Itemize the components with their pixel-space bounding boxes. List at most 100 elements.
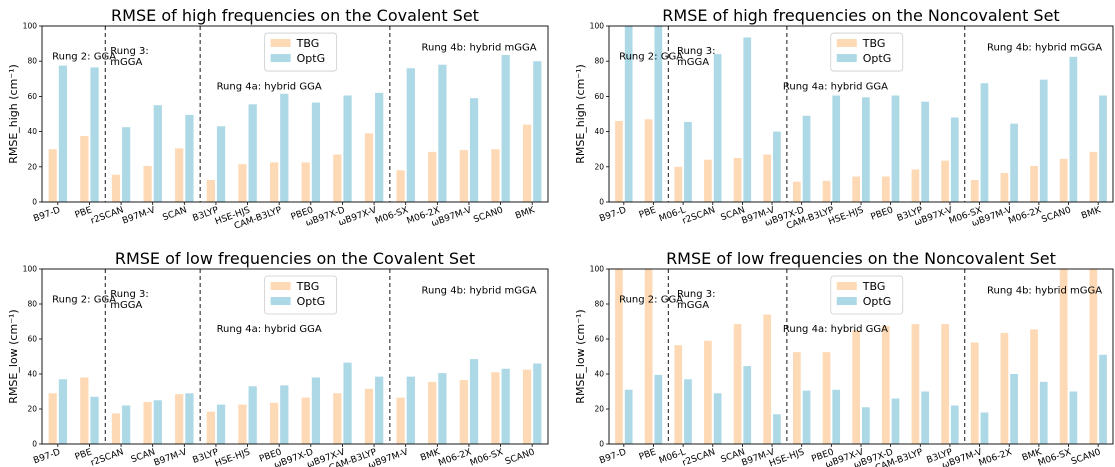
legend-swatch-tbg: [270, 39, 291, 48]
bar-optg-14: [1039, 79, 1048, 202]
bar-tbg-13: [1000, 332, 1009, 444]
bar-tbg-2: [111, 174, 121, 202]
x-tick-label: M06-2X: [1007, 205, 1043, 226]
bar-optg-15: [1069, 56, 1078, 202]
y-tick-label: 20: [27, 405, 37, 414]
rung-label: Rung 2: GGA: [52, 51, 116, 62]
y-tick-label: 100: [590, 265, 605, 274]
bar-tbg-8: [301, 162, 310, 202]
legend-swatch-optg: [836, 297, 857, 305]
bar-tbg-14: [491, 372, 500, 444]
bar-tbg-16: [1089, 269, 1098, 444]
bar-tbg-12: [428, 151, 437, 202]
x-tick-label: r2SCAN: [681, 205, 717, 226]
x-tick-label: SCAN: [130, 447, 157, 465]
rung-label: Rung 2: GGA: [619, 51, 683, 62]
bar-optg-2: [122, 405, 131, 444]
bar-tbg-11: [941, 160, 949, 202]
legend-swatch-tbg: [270, 282, 291, 290]
bar-optg-11: [950, 117, 959, 202]
plot-frame: [608, 25, 1114, 203]
bar-optg-16: [1099, 354, 1107, 444]
bar-tbg-11: [941, 324, 949, 444]
bar-tbg-4: [733, 158, 742, 202]
bar-tbg-4: [733, 324, 742, 444]
bar-optg-2: [122, 127, 131, 202]
bar-optg-5: [216, 404, 226, 444]
bar-optg-6: [248, 104, 257, 202]
chart-title: RMSE of high frequencies on the Covalent…: [111, 6, 479, 25]
bar-optg-13: [1010, 374, 1018, 444]
y-tick-label: 0: [32, 198, 37, 207]
x-tick-label: SCAN0: [472, 205, 504, 225]
bar-optg-1: [90, 396, 99, 444]
rung-label: Rung 4a: hybrid GGA: [217, 81, 322, 92]
bar-tbg-7: [822, 180, 831, 202]
bar-optg-7: [280, 93, 289, 202]
bar-optg-3: [713, 54, 722, 202]
rung-label: Rung 2: GGA: [619, 294, 683, 305]
legend-label: TBG: [296, 280, 320, 293]
bar-tbg-10: [911, 324, 920, 444]
legend-swatch-tbg: [836, 282, 857, 290]
chart-title: RMSE of high frequencies on the Noncoval…: [662, 6, 1059, 25]
x-tick-label: PBE: [638, 447, 658, 462]
y-axis-label: RMSE_high (cm⁻¹): [574, 64, 587, 164]
bar-tbg-6: [238, 164, 247, 202]
bar-tbg-13: [1000, 172, 1009, 202]
x-tick-label: B97-D: [32, 447, 62, 466]
bar-tbg-15: [522, 124, 532, 202]
bar-optg-14: [1039, 381, 1048, 444]
bar-tbg-9: [881, 176, 890, 202]
x-tick-label: r2SCAN: [681, 447, 717, 467]
bar-tbg-9: [333, 154, 342, 202]
bar-tbg-4: [175, 148, 184, 202]
bar-optg-11: [406, 376, 415, 444]
bar-tbg-15: [1059, 158, 1068, 202]
rung-label: Rung 4a: hybrid GGA: [783, 81, 888, 92]
y-tick-label: 60: [594, 92, 604, 101]
bar-optg-8: [862, 97, 870, 202]
legend-label: TBG: [862, 280, 886, 293]
bar-optg-15: [533, 61, 542, 203]
bar-optg-16: [1099, 95, 1107, 202]
bar-optg-7: [280, 385, 289, 444]
legend-label: TBG: [296, 37, 320, 50]
bar-optg-9: [891, 398, 900, 444]
bar-optg-8: [311, 102, 321, 202]
x-tick-label: PBE0: [870, 205, 895, 222]
bar-tbg-0: [48, 149, 57, 202]
rung-label: Rung 3:: [110, 289, 148, 300]
rung-label: Rung 2: GGA: [52, 294, 116, 305]
bar-tbg-15: [1059, 269, 1068, 444]
x-tick-label: SCAN0: [1070, 447, 1102, 467]
bar-tbg-9: [881, 325, 890, 444]
y-tick-label: 20: [594, 162, 604, 171]
y-tick-label: 0: [32, 440, 37, 449]
y-tick-label: 60: [27, 335, 37, 344]
bar-optg-13: [469, 359, 479, 444]
bar-tbg-6: [238, 404, 247, 444]
bar-optg-6: [802, 115, 811, 202]
bar-tbg-4: [175, 394, 184, 444]
chart-panel-1: RMSE of high frequencies on the Covalent…: [7, 6, 549, 232]
bar-tbg-8: [852, 176, 860, 202]
bar-tbg-3: [704, 340, 712, 444]
bar-tbg-11: [396, 170, 405, 202]
bar-tbg-14: [491, 149, 500, 202]
chart-panel-3: RMSE of low frequencies on the Covalent …: [7, 249, 549, 467]
y-tick-label: 20: [594, 405, 604, 414]
legend-swatch-optg: [836, 54, 857, 63]
bar-tbg-14: [1030, 165, 1038, 202]
legend-swatch-optg: [270, 297, 291, 305]
rung-label: Rung 4a: hybrid GGA: [783, 324, 888, 335]
bar-optg-4: [743, 37, 752, 202]
bar-optg-3: [153, 105, 162, 202]
bar-optg-6: [802, 390, 811, 444]
x-tick-label: r2SCAN: [89, 447, 125, 467]
bar-tbg-11: [396, 397, 405, 444]
bar-tbg-1: [644, 269, 653, 444]
rung-label: Rung 3:: [677, 46, 715, 57]
bar-optg-13: [469, 98, 479, 202]
x-tick-label: B97-D: [598, 205, 628, 224]
